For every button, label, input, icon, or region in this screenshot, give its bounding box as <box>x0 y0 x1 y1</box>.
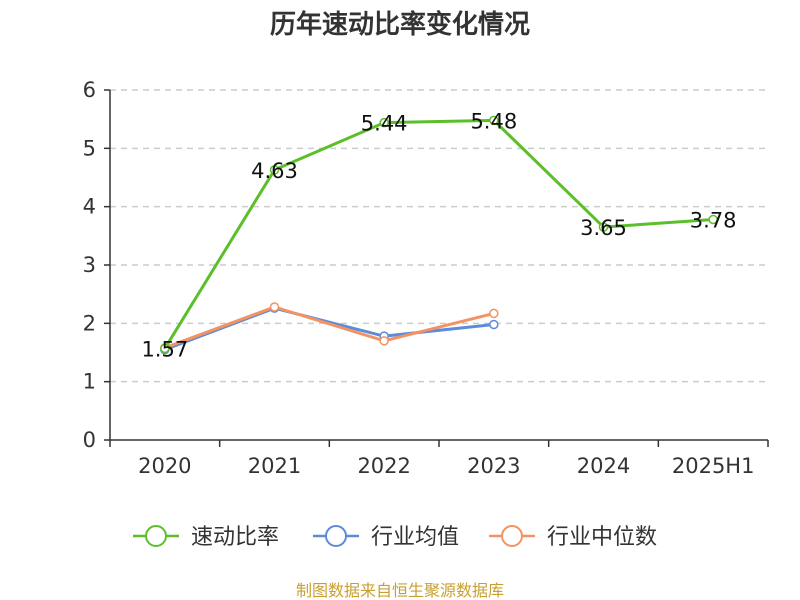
data-point <box>489 319 499 330</box>
data-label: 5.44 <box>361 112 408 136</box>
source-note: 制图数据来自恒生聚源数据库 <box>296 581 504 600</box>
y-tick-label: 2 <box>83 311 96 335</box>
x-tick-label: 2022 <box>357 454 410 478</box>
grid-lines <box>110 89 768 383</box>
data-label: 4.63 <box>251 159 298 183</box>
data-label: 5.48 <box>470 109 517 133</box>
series-line <box>163 118 714 350</box>
y-tick-label: 0 <box>83 428 96 452</box>
data-label: 3.65 <box>580 216 627 240</box>
data-labels: 1.57 4.63 5.44 5.48 3.65 3.78 <box>141 109 736 361</box>
y-tick-label: 3 <box>83 253 96 277</box>
chart-title: 历年速动比率变化情况 <box>270 9 530 40</box>
x-tick-label: 2021 <box>248 454 301 478</box>
y-tick-label: 5 <box>83 136 96 160</box>
legend-marker <box>145 525 167 547</box>
series-line <box>164 305 495 350</box>
x-tick-label: 2024 <box>577 454 630 478</box>
data-point <box>160 343 170 354</box>
legend-label: 行业中位数 <box>547 525 657 550</box>
y-tick-label: 4 <box>83 195 96 219</box>
data-point <box>269 302 280 312</box>
legend-label: 行业均值 <box>371 525 459 550</box>
data-point <box>598 222 609 232</box>
data-point <box>269 165 280 175</box>
data-point <box>708 214 718 225</box>
data-point <box>379 117 389 128</box>
y-tick-label: 1 <box>83 370 96 394</box>
data-label: 1.57 <box>141 337 188 361</box>
x-tick-label: 2025H1 <box>672 454 755 478</box>
data-point <box>489 308 499 319</box>
data-point <box>379 336 389 346</box>
series-group <box>160 115 718 355</box>
data-label: 3.78 <box>690 209 737 233</box>
x-tick-label: 2023 <box>467 454 520 478</box>
y-tick-label: 6 <box>83 78 96 102</box>
data-point <box>489 115 499 126</box>
legend-marker <box>501 525 523 547</box>
x-tick-label: 2020 <box>138 454 191 478</box>
legend-label: 速动比率 <box>191 525 279 550</box>
legend-marker <box>325 525 347 547</box>
axes: 0 1 2 3 4 5 6 2020 2021 2022 2023 2024 2025H1 <box>83 78 769 478</box>
legend: 速动比率 行业均值 行业中位数 <box>133 525 657 550</box>
